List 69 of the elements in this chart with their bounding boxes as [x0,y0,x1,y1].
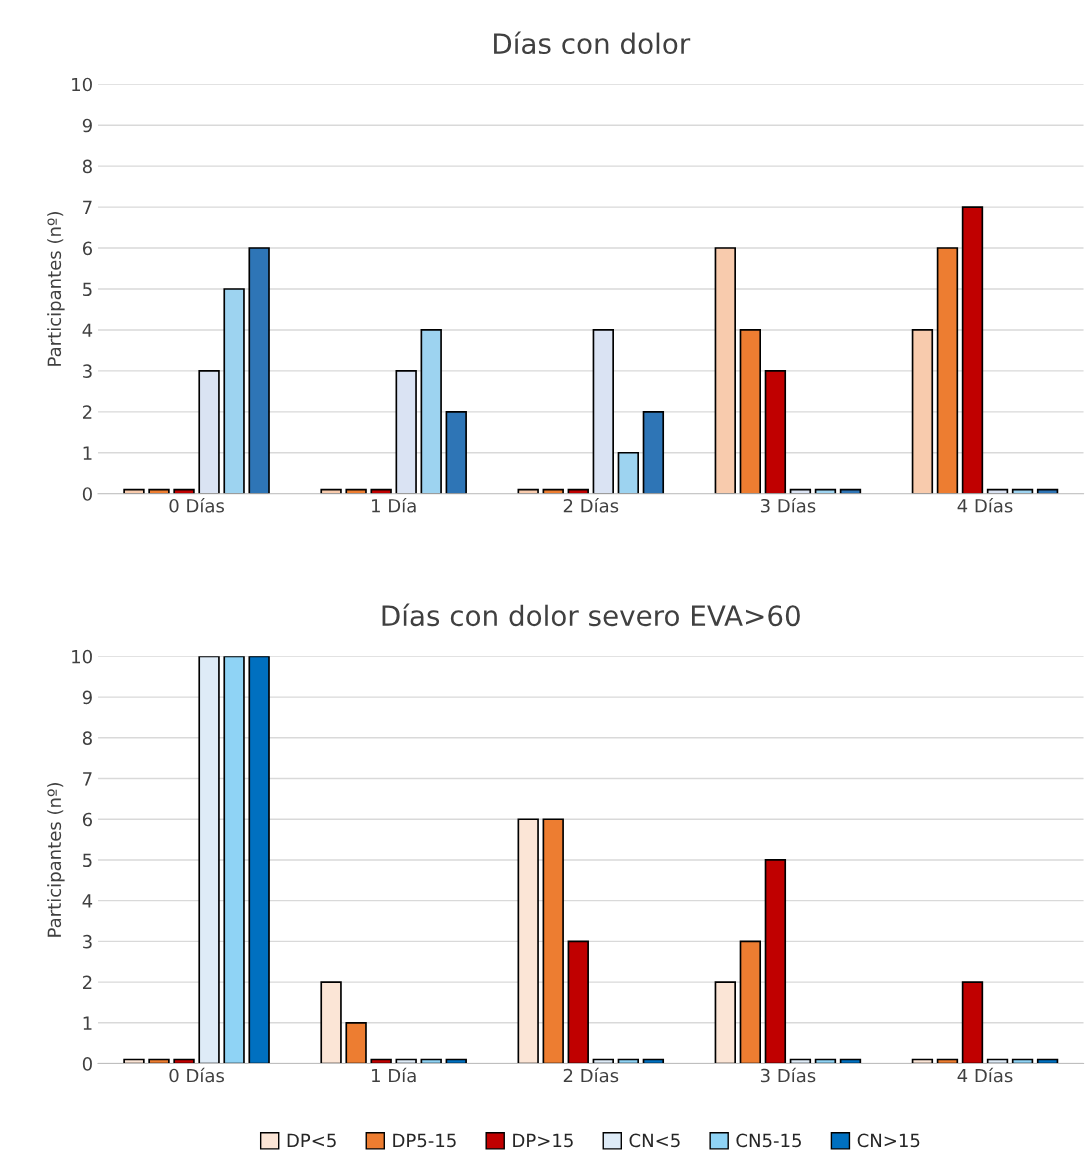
x-tick-label: 4 Días [957,1067,1013,1083]
x-tick-label: 4 Días [957,497,1013,513]
y-tick-label: 10 [72,77,92,92]
chart-title: Días con dolor [494,31,691,55]
bar [542,818,564,1064]
x-tick-label: 2 Días [563,1067,619,1083]
legend-label: CN>15 [857,1133,920,1148]
y-tick-label: 10 [72,649,92,664]
x-tick-label: 0 Días [169,1067,224,1083]
legend-label: DP<5 [287,1133,336,1148]
bar [345,1021,367,1064]
y-tick-label: 4 [82,894,93,908]
y-tick-label: 9 [82,118,92,133]
bar [961,206,984,494]
y-tick-label: 6 [82,812,93,827]
bar [764,370,787,494]
bar [961,981,984,1064]
bar [714,981,736,1064]
bar [739,940,762,1064]
x-tick-label: 2 Días [563,497,619,513]
y-tick-label: 9 [82,690,92,705]
y-tick-label: 3 [83,934,92,949]
bar [223,288,245,494]
bar [248,656,270,1064]
chart-title: Días con dolor severo EVA>60 [382,603,800,627]
bar [936,247,959,494]
y-tick-label: 4 [82,323,93,337]
y-tick-label: 2 [82,975,92,989]
bar [764,859,787,1064]
x-tick-label: 1 Día [372,497,416,513]
y-tick-label: 1 [83,446,92,460]
legend-label: CN<5 [629,1133,680,1148]
x-tick-label: 3 Días [760,497,816,513]
y-tick-label: 7 [83,772,92,786]
x-tick-label: 3 Días [760,1067,816,1083]
y-tick-label: 5 [83,853,92,868]
bar [592,329,614,494]
bar [567,940,589,1064]
x-tick-label: 0 Días [169,497,224,513]
y-tick-label: 8 [82,731,92,745]
y-tick-label: 7 [83,200,92,214]
bar [198,656,220,1064]
y-tick-label: 5 [83,282,92,297]
y-axis-title: Participantes (nº) [47,212,65,366]
bar [642,411,665,494]
y-tick-label: 0 [82,1056,92,1071]
bar [395,370,417,494]
bar [248,247,270,494]
legend-label: CN5-15 [736,1133,801,1148]
bar [617,451,640,494]
y-tick-label: 3 [83,364,92,379]
y-tick-label: 2 [82,405,92,419]
y-tick-label: 6 [82,241,93,256]
bar [739,329,762,494]
legend-label: DP5-15 [393,1133,456,1148]
bar [517,818,539,1064]
bar [911,329,934,494]
y-tick-label: 1 [83,1016,92,1030]
bar [445,411,467,494]
bar [320,981,342,1064]
bar [420,329,442,494]
y-axis-title: Participantes (nº) [47,783,65,937]
x-tick-label: 1 Día [372,1067,416,1083]
bar [198,370,220,494]
bar [223,656,245,1064]
legend-label: DP>15 [513,1133,573,1148]
y-tick-label: 8 [82,159,92,174]
y-tick-label: 0 [82,487,92,501]
bar [714,247,736,494]
